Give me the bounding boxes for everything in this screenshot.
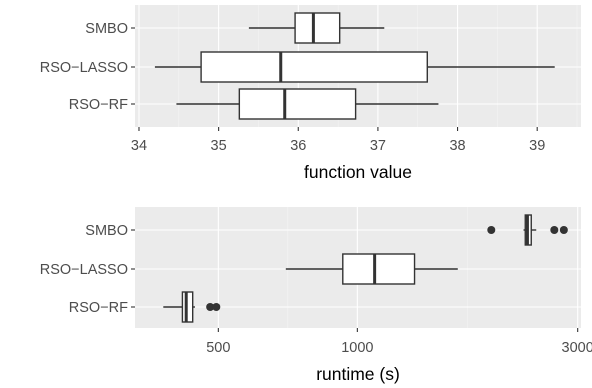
category-label: RSO−RF	[69, 97, 128, 113]
chart-panel-2: SMBO RSO−LASSO RSO−RF 500 1000 3000 runtime (s…	[40, 207, 592, 384]
boxplot-rso-lasso	[154, 51, 555, 83]
category-label: SMBO	[85, 21, 128, 37]
outlier-point	[212, 303, 221, 311]
category-label: SMBO	[85, 223, 128, 239]
boxplot-rso-rf	[176, 88, 439, 120]
boxplot-smbo	[248, 12, 385, 44]
x-axis-title: runtime (s)	[316, 364, 400, 384]
x-tick-label: 3000	[562, 340, 592, 356]
category-label: RSO−LASSO	[40, 60, 128, 76]
x-tick-label: 38	[449, 138, 465, 154]
chart-panel-1: SMBO RSO−LASSO RSO−RF 34 35 36 37 38 39 function …	[40, 5, 581, 182]
x-tick-label: 500	[206, 340, 230, 356]
x-tick-label: 34	[131, 138, 147, 154]
x-tick-label: 1000	[341, 340, 373, 356]
outlier-point	[206, 303, 215, 311]
box-iqr	[342, 253, 416, 285]
outlier-point	[559, 226, 568, 234]
category-label: RSO−RF	[69, 300, 128, 316]
outlier-point	[550, 226, 559, 234]
boxplot-rso-lasso	[285, 253, 458, 285]
box-iqr	[200, 51, 428, 83]
box-iqr	[238, 88, 357, 120]
box-iqr	[294, 12, 341, 44]
boxplot-rso-rf	[163, 291, 221, 323]
x-tick-label: 35	[211, 138, 227, 154]
x-tick-label: 37	[370, 138, 386, 154]
x-tick-label: 39	[529, 138, 545, 154]
x-axis-title: function value	[304, 162, 412, 182]
x-tick-label: 36	[290, 138, 306, 154]
category-label: RSO−LASSO	[40, 262, 128, 278]
boxplot-smbo	[487, 214, 568, 246]
outlier-point	[487, 226, 496, 234]
